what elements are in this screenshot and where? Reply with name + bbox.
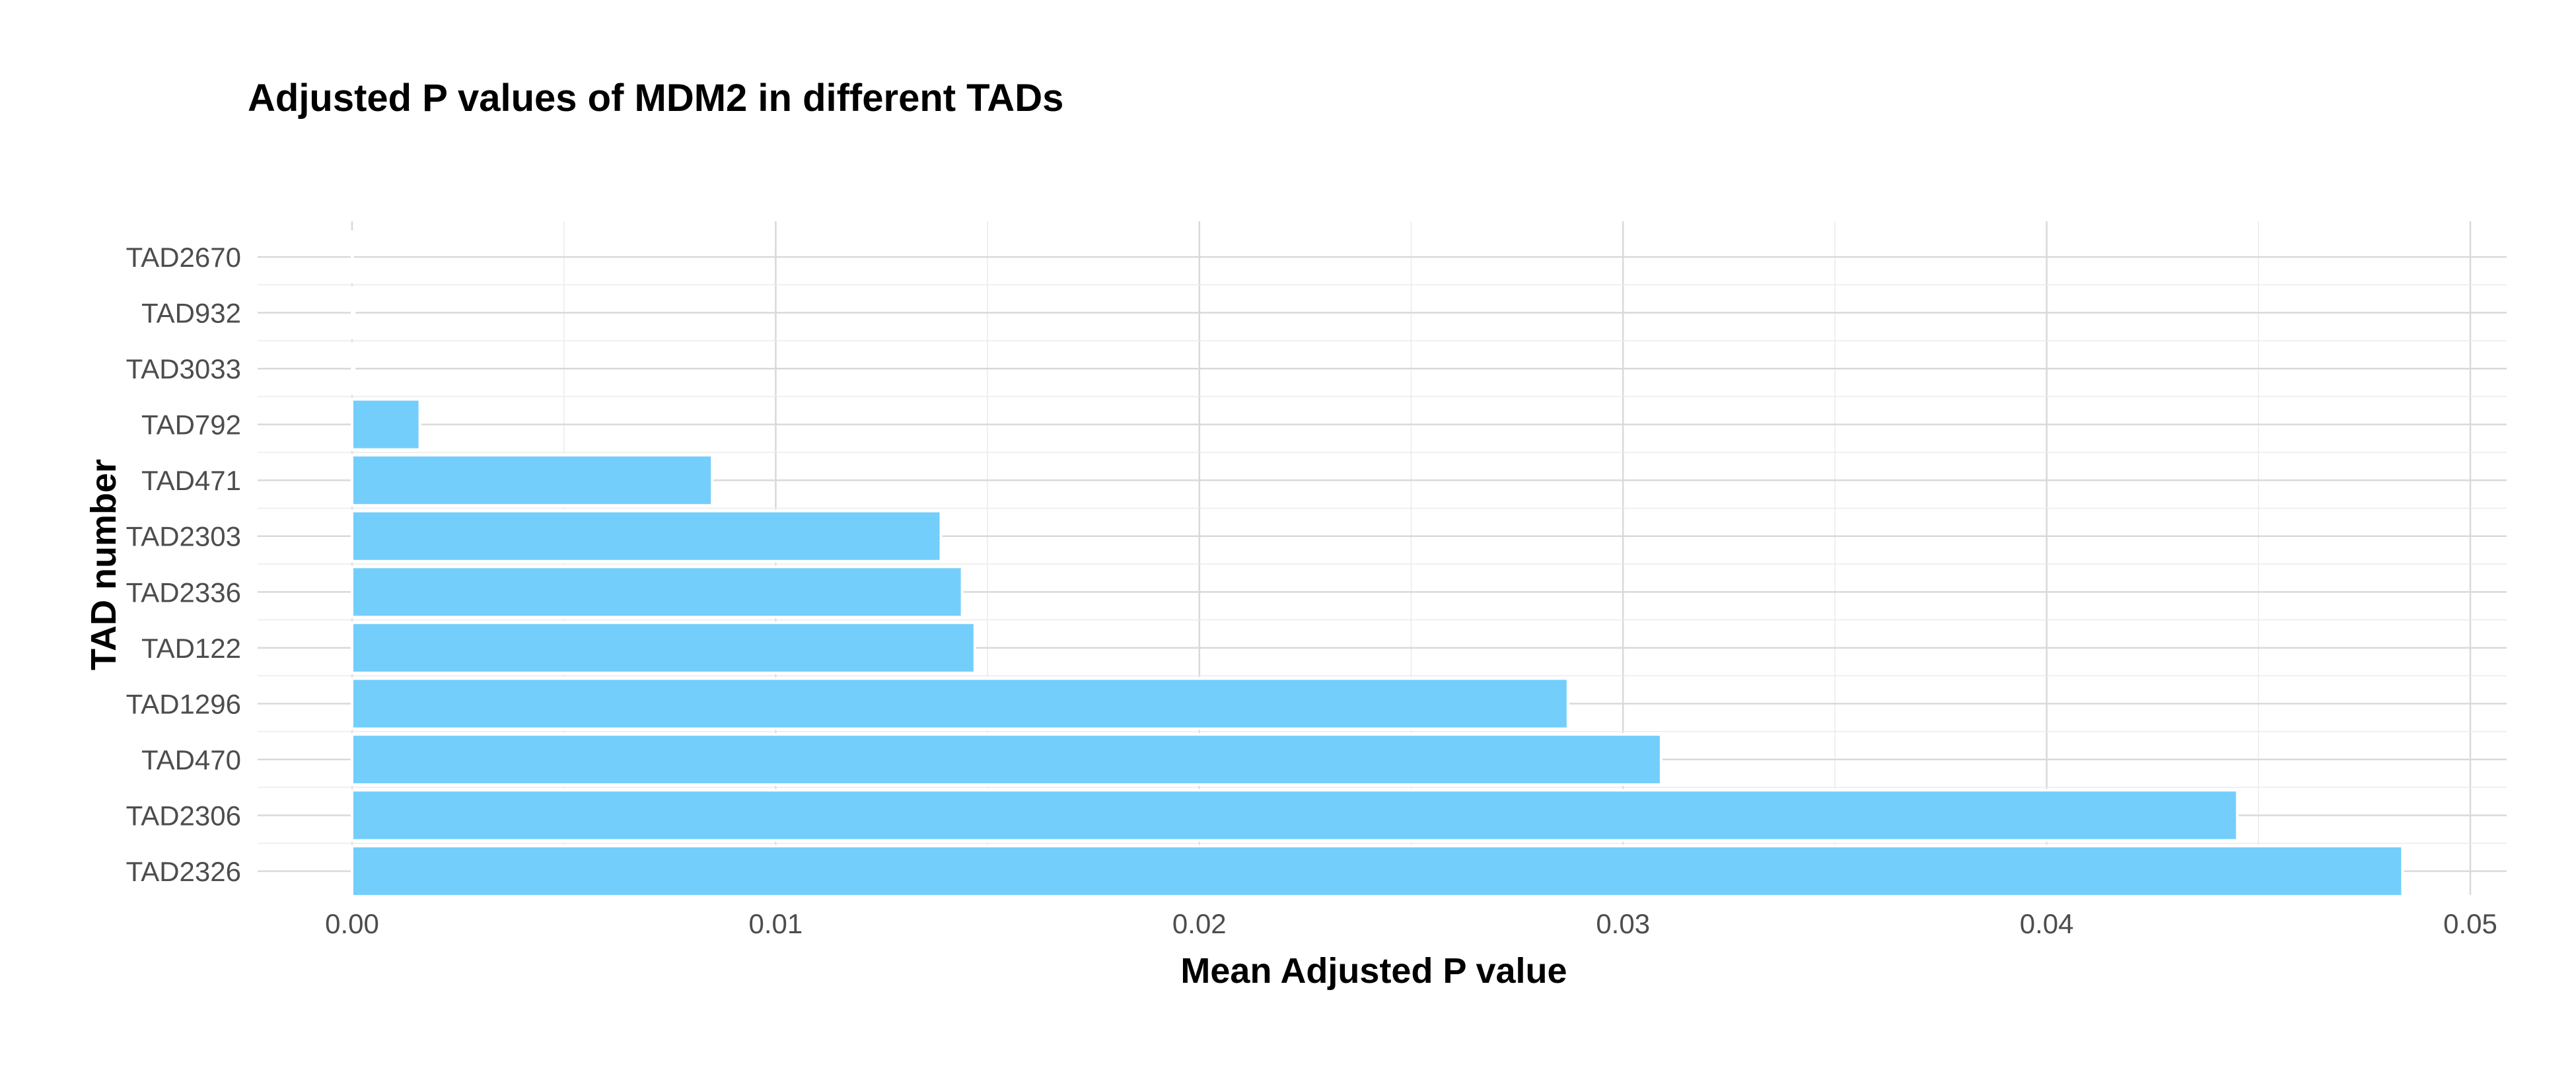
y-tick-label: TAD122 bbox=[141, 633, 241, 664]
bar-tad2670 bbox=[351, 230, 354, 284]
x-tick-label: 0.02 bbox=[1172, 908, 1227, 939]
bar-tad2336 bbox=[351, 565, 964, 619]
y-axis-title: TAD number bbox=[84, 459, 124, 670]
x-tick-label: 0.01 bbox=[749, 908, 803, 939]
bar-tad471 bbox=[351, 454, 714, 507]
bar-tad2303 bbox=[351, 509, 943, 563]
y-tick-label: TAD2670 bbox=[126, 242, 241, 273]
bar-tad1296 bbox=[351, 677, 1569, 730]
bar-tad2326 bbox=[351, 844, 2404, 898]
bar-tad3033 bbox=[351, 342, 356, 396]
x-tick-label: 0.05 bbox=[2443, 908, 2497, 939]
y-tick-label: TAD792 bbox=[141, 409, 241, 441]
x-tick-label: 0.00 bbox=[325, 908, 379, 939]
y-tick-label: TAD2336 bbox=[126, 577, 241, 608]
bar-tad2306 bbox=[351, 789, 2239, 842]
bar-tad932 bbox=[351, 286, 356, 339]
bar-tad470 bbox=[351, 732, 1663, 786]
y-tick-label: TAD932 bbox=[141, 298, 241, 329]
y-axis-tick-labels: TAD2670 TAD932 TAD3033 TAD792 TAD471 TAD2303 T… bbox=[126, 242, 241, 887]
y-tick-label: TAD470 bbox=[141, 744, 241, 775]
y-tick-label: TAD2306 bbox=[126, 800, 241, 831]
x-tick-label: 0.04 bbox=[2020, 908, 2074, 939]
y-tick-label: TAD2303 bbox=[126, 521, 241, 552]
bars bbox=[351, 230, 2404, 898]
y-tick-label: TAD471 bbox=[141, 465, 241, 496]
bar-tad792 bbox=[351, 398, 421, 451]
x-axis-title: Mean Adjusted P value bbox=[1180, 951, 1567, 991]
x-axis-tick-labels: 0.00 0.01 0.02 0.03 0.04 0.05 bbox=[325, 908, 2497, 939]
x-tick-label: 0.03 bbox=[1596, 908, 1650, 939]
y-tick-label: TAD3033 bbox=[126, 353, 241, 384]
y-tick-label: TAD2326 bbox=[126, 856, 241, 887]
bar-tad122 bbox=[351, 621, 976, 674]
y-tick-label: TAD1296 bbox=[126, 688, 241, 719]
chart-title: Adjusted P values of MDM2 in different T… bbox=[248, 77, 1063, 120]
